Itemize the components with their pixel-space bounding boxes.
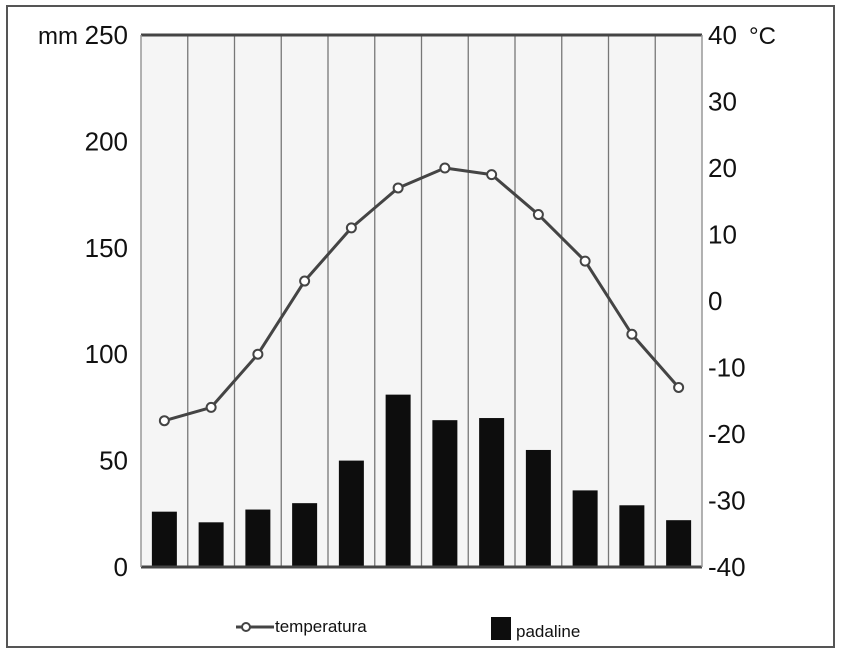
left-tick-label: 0	[114, 552, 128, 582]
precipitation-bar	[432, 420, 458, 567]
right-tick-label: -20	[708, 419, 746, 449]
legend: temperatura padaline	[236, 617, 580, 641]
right-tick-label: 20	[708, 153, 737, 183]
temperature-point	[205, 401, 217, 413]
left-tick-label: 200	[85, 126, 128, 156]
precipitation-bar	[666, 520, 692, 567]
precipitation-bar	[479, 418, 505, 567]
precipitation-bar	[338, 460, 364, 567]
temperature-series-line	[163, 166, 680, 423]
temperature-point	[439, 162, 451, 174]
left-tick-label: 100	[85, 339, 128, 369]
axes: 0 50 100 150 200 250 -40 -30 -20 -10 0 10 20 30 40	[85, 20, 746, 582]
legend-label-temperatura: temperatura	[275, 617, 367, 636]
temperature-point	[673, 381, 685, 393]
precipitation-bar	[619, 505, 645, 567]
precipitation-bar	[292, 503, 318, 567]
right-tick-label: 10	[708, 220, 737, 250]
left-tick-label: 250	[85, 20, 128, 50]
precipitation-bars	[151, 394, 692, 567]
right-tick-label: -40	[708, 552, 746, 582]
precipitation-bar	[198, 522, 224, 567]
temperature-point	[486, 169, 498, 181]
right-tick-label: 0	[708, 286, 722, 316]
temperature-point	[345, 222, 357, 234]
temperature-point	[158, 415, 170, 427]
legend-marker-swatch	[241, 622, 251, 632]
temperature-point	[392, 182, 404, 194]
left-tick-label: 150	[85, 233, 128, 263]
legend-label-padaline: padaline	[516, 622, 580, 641]
precipitation-bar	[151, 511, 177, 567]
precipitation-bar	[525, 449, 551, 567]
right-axis-unit: °C	[749, 23, 776, 50]
temperature-point	[532, 209, 544, 221]
precipitation-bar	[572, 490, 598, 567]
right-tick-label: 40	[708, 20, 737, 50]
precipitation-bar	[385, 394, 411, 567]
right-tick-label: -10	[708, 353, 746, 383]
left-tick-label: 50	[99, 446, 128, 476]
grid-lines	[187, 35, 656, 567]
legend-bar-swatch	[491, 617, 511, 640]
right-tick-label: 30	[708, 87, 737, 117]
precipitation-bar	[245, 509, 271, 567]
temperature-point	[626, 328, 638, 340]
left-axis-unit: mm	[38, 23, 78, 50]
right-tick-label: -30	[708, 486, 746, 516]
temperature-point	[579, 255, 591, 267]
temperature-point	[299, 275, 311, 287]
temperature-point	[252, 348, 264, 360]
temperature-line	[158, 162, 685, 427]
